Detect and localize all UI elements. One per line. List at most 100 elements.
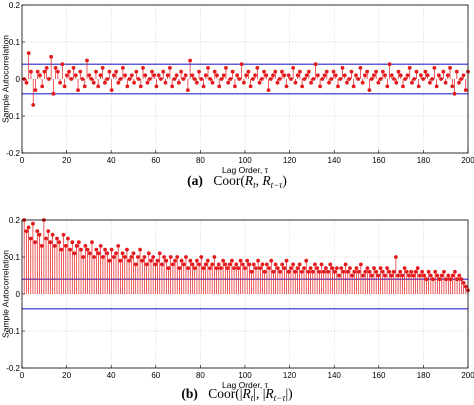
stem-marker-a [82, 84, 87, 89]
x-ticks-b: 0 20 40 60 80 100 120 140 160 180 200 [20, 365, 474, 380]
stem-marker-b [337, 273, 341, 278]
stem-marker-b [135, 255, 140, 259]
stem-marker-b [181, 262, 186, 267]
stem-marker-a [450, 84, 455, 89]
stem-marker-a [165, 73, 170, 78]
stem-marker-a [71, 66, 76, 70]
stem-marker-b [442, 269, 446, 274]
stem-marker-b [162, 255, 167, 259]
stem-marker-a [221, 73, 226, 78]
stem-marker-a [172, 77, 177, 81]
stem-marker-b [251, 262, 256, 267]
stem-marker-b [433, 269, 438, 274]
stem-marker-b [229, 258, 234, 263]
stem-marker-a [132, 80, 136, 85]
stem-marker-b [107, 258, 112, 263]
stem-marker-a [333, 73, 338, 78]
y-tick-label-b: 0.1 [9, 253, 21, 262]
stem-marker-a [383, 73, 387, 78]
stem-marker-a [138, 84, 143, 89]
stem-marker-b [455, 277, 459, 282]
y-tick-label-a: -0.1 [6, 112, 20, 121]
stem-marker-b [358, 262, 363, 267]
stem-marker-b [138, 247, 142, 252]
stem-marker-b [188, 258, 193, 263]
stem-marker-a [336, 84, 340, 89]
stem-marker-b [339, 266, 344, 270]
stem-marker-b [400, 273, 405, 278]
stem-marker-b [424, 277, 429, 282]
stem-marker-b [383, 273, 387, 278]
stem-marker-b [446, 273, 451, 278]
stem-marker-a [58, 80, 63, 85]
stem-marker-a [98, 73, 103, 78]
stem-marker-a [46, 77, 51, 81]
stem-marker-b [125, 247, 129, 252]
y-tick-label-b: -0.2 [6, 364, 20, 373]
stem-marker-a [129, 73, 134, 78]
x-tick-label-b: 20 [62, 371, 71, 380]
stem-marker-a [385, 84, 390, 89]
stem-marker-b [212, 255, 217, 259]
stem-marker-b [118, 258, 123, 263]
stem-marker-a [203, 73, 208, 78]
stem-marker-b [275, 266, 280, 270]
stem-marker-b [398, 269, 403, 274]
stem-marker-b [352, 269, 357, 274]
stem-marker-b [39, 244, 44, 248]
stem-marker-b [293, 269, 298, 274]
stem-marker-b [302, 266, 306, 270]
stem-marker-b [343, 262, 348, 267]
stems-a [22, 51, 470, 107]
stem-marker-a [183, 73, 188, 78]
stem-marker-b [232, 266, 236, 270]
stem-marker-b [367, 269, 372, 274]
stem-marker-b [190, 262, 195, 267]
stem-marker-b [166, 266, 171, 270]
stem-marker-b [219, 266, 223, 270]
x-tick-label-b: 80 [196, 371, 205, 380]
stem-marker-b [116, 244, 121, 248]
stem-marker-b [234, 262, 239, 267]
x-tick-label-b: 160 [372, 371, 386, 380]
stem-marker-b [127, 258, 132, 263]
stem-marker-a [114, 69, 119, 74]
stem-marker-a [289, 77, 293, 81]
stem-marker-a [201, 84, 206, 89]
x-tick-label-b: 180 [417, 371, 431, 380]
stem-marker-a [264, 73, 269, 78]
stem-marker-a [179, 69, 184, 74]
stem-marker-b [258, 266, 263, 270]
stem-marker-a [152, 73, 157, 78]
stem-marker-b [409, 269, 414, 274]
x-tick-label-a: 80 [196, 156, 205, 165]
stem-marker-b [297, 262, 302, 267]
stem-marker-a [432, 66, 437, 70]
stem-marker-b [140, 258, 145, 263]
stem-marker-b [385, 266, 390, 270]
stem-marker-a [67, 69, 71, 74]
stem-marker-b [186, 266, 191, 270]
stem-marker-a [374, 69, 379, 74]
stem-marker-a [94, 69, 98, 74]
stem-marker-a [145, 80, 150, 85]
stem-marker-a [423, 69, 428, 74]
stem-marker-a [389, 73, 394, 78]
stem-marker-b [444, 277, 449, 282]
y-tick-label-b: 0 [16, 290, 21, 299]
stem-marker-b [407, 273, 411, 278]
stem-marker-b [52, 244, 57, 248]
stem-marker-b [199, 255, 204, 259]
stem-marker-a [354, 73, 358, 78]
stem-marker-b [179, 258, 184, 263]
stem-marker-a [452, 91, 457, 96]
stem-marker-b [459, 277, 464, 282]
stem-marker-b [94, 247, 99, 252]
x-tick-label-b: 0 [20, 371, 25, 380]
x-tick-label-b: 40 [107, 371, 116, 380]
stem-marker-a [434, 84, 439, 89]
stem-marker-b [426, 269, 431, 274]
stem-marker-a [248, 84, 253, 89]
stem-marker-a [192, 77, 197, 81]
stem-marker-b [330, 266, 335, 270]
